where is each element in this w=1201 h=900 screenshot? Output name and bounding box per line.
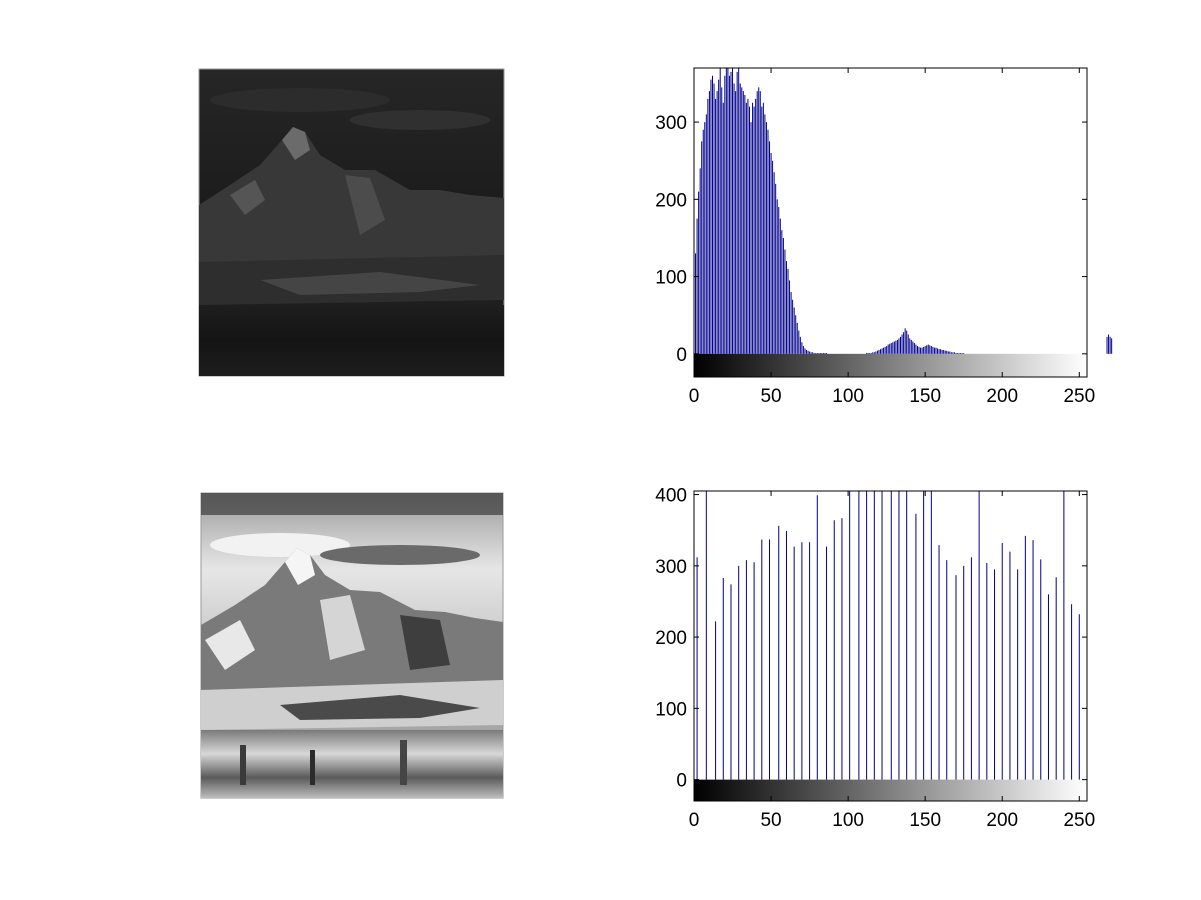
x-tick-label: 50: [760, 386, 781, 407]
y-tick-label: 0: [676, 345, 687, 366]
x-tick-label: 200: [986, 810, 1018, 831]
y-tick-label: 300: [655, 113, 687, 134]
x-tick-label: 250: [1063, 810, 1095, 831]
x-tick-label: 50: [760, 810, 781, 831]
x-tick-label: 250: [1063, 386, 1095, 407]
y-tick-label: 400: [655, 486, 687, 507]
histogram-original: 0 50 100 150 200 250 0 100 200 300: [655, 67, 1113, 407]
y-tick-label: 0: [676, 771, 687, 792]
axes-box: [693, 490, 1088, 802]
x-tick-label: 150: [909, 810, 941, 831]
y-tick-label: 200: [655, 190, 687, 211]
grayscale-colorbar: [694, 779, 1087, 801]
x-tick-label: 200: [986, 386, 1018, 407]
x-tick-label: 0: [689, 810, 700, 831]
y-tick-label: 100: [655, 268, 687, 289]
original-image: [198, 68, 505, 377]
x-tick-label: 150: [909, 386, 941, 407]
histogram-equalized: 0 50 100 150 200 250 0 100 200 300 400: [655, 486, 1095, 831]
y-tick-label: 200: [655, 628, 687, 649]
equalized-image: [200, 492, 504, 799]
x-tick-label: 100: [832, 386, 864, 407]
x-tick-label: 100: [832, 810, 864, 831]
y-tick-label: 300: [655, 557, 687, 578]
y-tick-label: 100: [655, 699, 687, 720]
axes-box: [693, 67, 1088, 378]
grayscale-colorbar: [694, 353, 1087, 377]
x-tick-label: 0: [689, 386, 700, 407]
